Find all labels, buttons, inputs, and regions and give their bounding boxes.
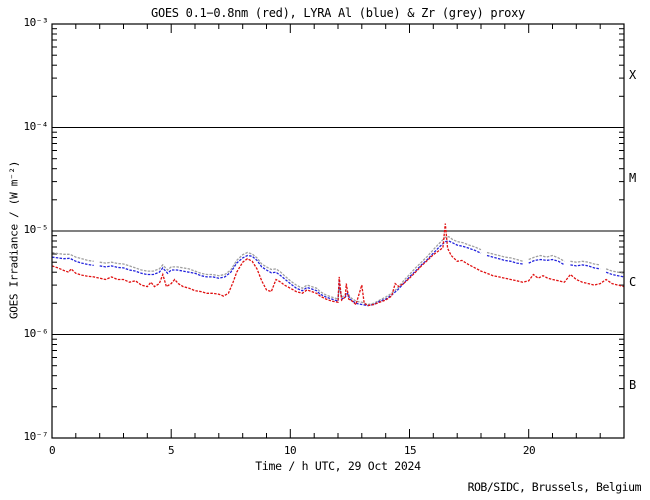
chart-title: GOES 0.1−0.8nm (red), LYRA Al (blue) & Z… — [151, 6, 525, 20]
y-tick-label: 10⁻⁷ — [23, 430, 49, 443]
y-tick-label: 10⁻⁶ — [23, 327, 49, 340]
y-tick-label: 10⁻⁴ — [23, 120, 49, 133]
y-tick-label: 10⁻⁵ — [23, 223, 49, 236]
flare-class-label-M: M — [629, 171, 637, 185]
y-axis-label: GOES Irradiance / (W m⁻²) — [7, 160, 21, 320]
x-tick-label: 20 — [522, 444, 536, 457]
plot-frame — [51, 23, 625, 439]
x-tick-label: 15 — [403, 444, 417, 457]
flare-class-boundary-lines — [52, 127, 624, 335]
x-tick-label: 5 — [167, 444, 175, 457]
red-series-line — [51, 223, 625, 307]
x-tick-label: 0 — [48, 444, 56, 457]
x-axis-label: Time / h UTC, 29 Oct 2024 — [255, 459, 421, 473]
flare-class-label-C: C — [629, 275, 637, 289]
blue-series-line — [51, 240, 625, 307]
flare-class-label-B: B — [629, 378, 637, 392]
y-tick-label: 10⁻³ — [23, 16, 49, 29]
x-tick-label: 10 — [283, 444, 297, 457]
flare-class-label-X: X — [629, 68, 637, 82]
y-axis-ticks — [52, 23, 624, 439]
credit-text: ROB/SIDC, Brussels, Belgium — [467, 480, 642, 494]
grey-series-line — [51, 236, 625, 306]
x-axis-ticks — [51, 24, 625, 438]
